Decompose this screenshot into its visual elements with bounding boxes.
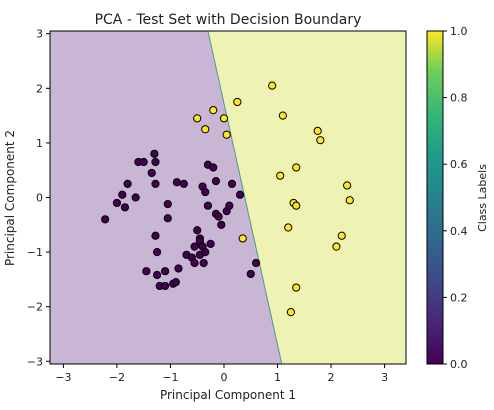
colorbar-tick-label: 1.0 <box>450 25 468 38</box>
y-tick-label: −3 <box>27 355 43 368</box>
data-point-class-0 <box>151 179 160 188</box>
decision-region-class-1 <box>207 31 406 364</box>
data-point-class-0 <box>131 193 140 202</box>
data-point-class-0 <box>171 278 180 287</box>
data-point-class-0 <box>252 258 261 268</box>
data-point-class-1 <box>332 242 341 251</box>
data-point-class-0 <box>160 281 170 291</box>
y-tick-label: 1 <box>36 137 43 150</box>
data-point-class-1 <box>345 196 354 205</box>
data-point-class-0 <box>150 149 159 158</box>
data-point-class-0 <box>199 258 208 268</box>
data-point-class-0 <box>246 269 255 279</box>
y-tick-label: −1 <box>27 246 43 259</box>
y-axis-ticks: −3 −2 −1 0 1 2 3 <box>27 28 50 368</box>
colorbar <box>426 30 444 365</box>
x-tick-label: −1 <box>162 371 178 384</box>
x-tick-label: −3 <box>55 371 71 384</box>
data-point-class-1 <box>222 130 231 139</box>
data-point-class-0 <box>227 179 237 188</box>
data-point-class-0 <box>201 247 210 257</box>
colorbar-tick-label: 0.2 <box>450 291 468 304</box>
data-point-class-1 <box>284 223 293 232</box>
x-axis-label: Principal Component 1 <box>160 388 296 402</box>
data-point-class-1 <box>316 136 325 145</box>
y-tick-label: 2 <box>36 82 43 95</box>
data-point-class-0 <box>142 267 151 276</box>
y-tick-label: 3 <box>36 28 43 41</box>
data-point-class-0 <box>235 190 245 199</box>
x-tick-label: 2 <box>328 371 335 384</box>
data-point-class-0 <box>201 187 210 197</box>
data-point-class-0 <box>118 190 127 199</box>
data-point-class-1 <box>233 97 242 107</box>
data-point-class-0 <box>163 199 172 209</box>
data-point-class-0 <box>151 157 160 167</box>
data-point-class-1 <box>276 171 285 180</box>
data-point-class-0 <box>179 179 188 188</box>
data-point-class-0 <box>120 203 130 212</box>
data-point-class-0 <box>174 264 183 273</box>
y-axis-label: Principal Component 2 <box>3 130 17 266</box>
data-point-class-0 <box>190 258 199 268</box>
data-point-class-0 <box>214 212 223 221</box>
chart-title: PCA - Test Set with Decision Boundary <box>95 12 362 28</box>
decision-boundary-line <box>207 31 283 364</box>
data-point-class-0 <box>152 247 162 257</box>
colorbar-ticks: 0.0 0.2 0.4 0.6 0.8 1.0 <box>443 25 468 371</box>
y-tick-label: 0 <box>36 192 43 205</box>
scatter-points <box>101 81 354 317</box>
data-point-class-0 <box>151 231 160 240</box>
data-point-class-0 <box>211 177 221 186</box>
data-point-class-0 <box>123 179 132 188</box>
data-point-class-0 <box>206 239 215 249</box>
colorbar-label: Class Labels <box>476 164 489 232</box>
x-tick-label: 3 <box>381 371 388 384</box>
data-point-class-0 <box>193 226 202 235</box>
colorbar-tick-label: 0.8 <box>450 92 468 105</box>
data-point-class-0 <box>203 201 213 210</box>
data-point-class-1 <box>238 234 247 243</box>
data-point-class-0 <box>160 267 170 276</box>
data-point-class-0 <box>139 157 148 167</box>
plot-area <box>50 31 406 364</box>
data-point-class-1 <box>219 114 229 123</box>
colorbar-tick-label: 0.0 <box>450 358 468 371</box>
x-tick-label: 1 <box>274 371 281 384</box>
data-point-class-0 <box>190 242 199 251</box>
data-point-class-0 <box>217 220 226 229</box>
data-point-class-1 <box>209 106 218 115</box>
data-point-class-0 <box>163 214 172 223</box>
data-point-class-1 <box>201 125 210 134</box>
data-point-class-1 <box>193 114 202 123</box>
data-point-class-0 <box>147 168 156 178</box>
data-point-class-0 <box>152 270 162 280</box>
data-point-class-1 <box>313 126 322 135</box>
colorbar-tick-label: 0.6 <box>450 158 468 171</box>
data-point-class-1 <box>292 283 301 292</box>
data-point-class-1 <box>337 231 346 240</box>
data-point-class-1 <box>268 81 277 90</box>
data-point-class-1 <box>343 181 352 190</box>
y-tick-label: −2 <box>27 301 43 314</box>
data-point-class-1 <box>278 111 287 120</box>
data-point-class-0 <box>101 215 110 224</box>
x-axis-ticks: −3 −2 −1 0 1 2 3 <box>55 364 388 384</box>
data-point-class-0 <box>112 198 122 208</box>
x-tick-label: 0 <box>220 371 227 384</box>
data-point-class-0 <box>172 178 181 187</box>
x-tick-label: −2 <box>109 371 125 384</box>
data-point-class-0 <box>225 201 234 210</box>
data-point-class-0 <box>209 163 218 172</box>
data-point-class-1 <box>292 201 301 210</box>
data-point-class-1 <box>292 163 301 172</box>
data-point-class-1 <box>286 308 296 317</box>
colorbar-tick-label: 0.4 <box>450 225 468 238</box>
